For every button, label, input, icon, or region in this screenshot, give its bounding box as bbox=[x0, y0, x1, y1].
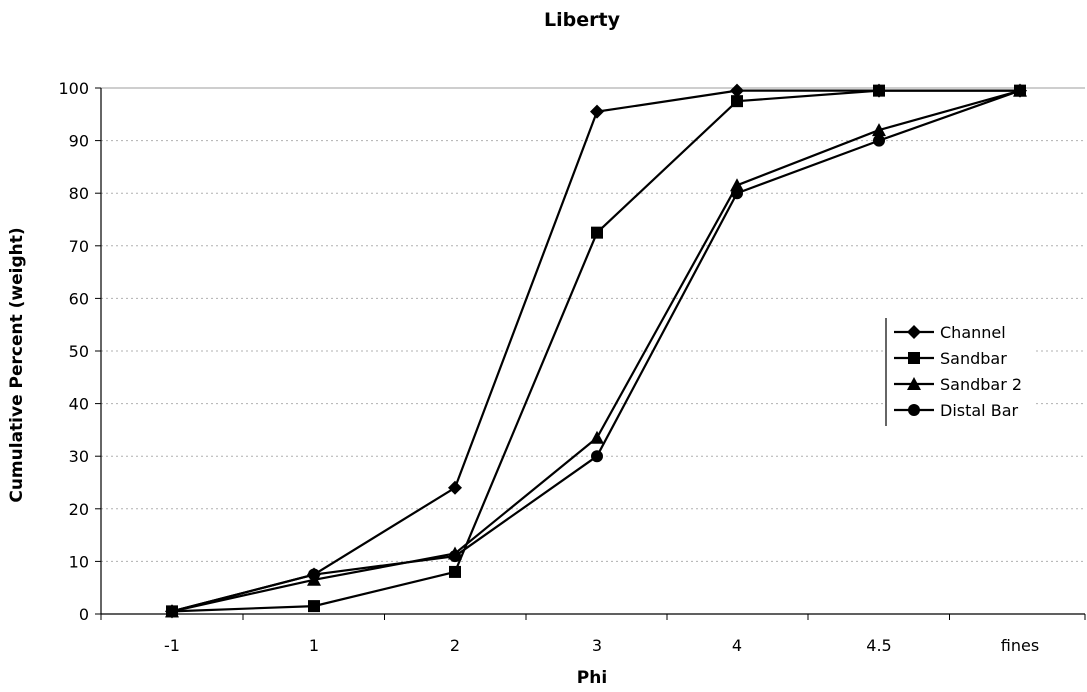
data-point-sandbar bbox=[449, 565, 461, 578]
y-tick-label: 30 bbox=[69, 447, 89, 466]
legend-label: Distal Bar bbox=[940, 401, 1018, 420]
y-axis-label: Cumulative Percent (weight) bbox=[7, 227, 27, 502]
series-distal-bar bbox=[166, 84, 1026, 618]
x-tick-label: fines bbox=[1001, 636, 1039, 655]
x-tick-labels: -1 1 2 3 4 4.5 fines bbox=[164, 636, 1039, 655]
data-point-sandbar bbox=[308, 600, 320, 613]
y-tick-label: 20 bbox=[69, 500, 89, 519]
data-point-distal-bar bbox=[1014, 84, 1026, 97]
legend-label: Channel bbox=[940, 323, 1006, 342]
x-tick-label: 3 bbox=[592, 636, 602, 655]
legend-item-sandbar-2: Sandbar 2 bbox=[894, 375, 1022, 394]
series-lines bbox=[165, 83, 1027, 619]
legend-item-channel: Channel bbox=[894, 323, 1006, 342]
chart-title: Liberty bbox=[544, 9, 621, 31]
y-tick-label: 60 bbox=[69, 289, 89, 308]
y-tick-label: 50 bbox=[69, 342, 89, 361]
y-tick-labels: 0 10 20 30 40 50 60 70 80 90 100 bbox=[58, 79, 89, 624]
x-tick-label: -1 bbox=[164, 636, 180, 655]
y-tick-label: 80 bbox=[69, 184, 89, 203]
data-point-channel bbox=[730, 83, 744, 98]
legend: Channel Sandbar Sandbar 2 Distal Bar bbox=[885, 316, 1036, 428]
data-point-sandbar bbox=[873, 84, 885, 97]
x-tick-label: 1 bbox=[309, 636, 319, 655]
data-point-sandbar bbox=[731, 95, 743, 108]
data-point-distal-bar bbox=[591, 450, 603, 463]
legend-marker-sandbar bbox=[908, 352, 920, 364]
legend-marker-distal-bar bbox=[908, 404, 920, 416]
x-tick-label: 2 bbox=[450, 636, 460, 655]
series-sandbar bbox=[166, 84, 1026, 618]
y-tick-label: 70 bbox=[69, 237, 89, 256]
data-point-distal-bar bbox=[873, 134, 885, 147]
data-point-sandbar-2 bbox=[730, 178, 744, 192]
y-tick-label: 10 bbox=[69, 552, 89, 571]
data-point-channel bbox=[590, 104, 604, 119]
y-tick-label: 90 bbox=[69, 132, 89, 151]
legend-label: Sandbar 2 bbox=[940, 375, 1022, 394]
legend-item-distal-bar: Distal Bar bbox=[894, 401, 1018, 420]
y-tick-label: 100 bbox=[58, 79, 89, 98]
legend-marker-channel bbox=[907, 325, 921, 339]
data-point-sandbar-2 bbox=[872, 123, 886, 137]
data-point-distal-bar bbox=[308, 568, 320, 581]
x-tick-label: 4 bbox=[732, 636, 742, 655]
y-tick-label: 40 bbox=[69, 395, 89, 414]
data-point-distal-bar bbox=[166, 605, 178, 618]
y-tick-label: 0 bbox=[79, 605, 89, 624]
x-axis-label: Phi bbox=[577, 668, 607, 688]
data-point-sandbar-2 bbox=[590, 430, 604, 444]
data-point-distal-bar bbox=[449, 550, 461, 563]
axes bbox=[95, 87, 1086, 620]
legend-marker-sandbar-2 bbox=[907, 377, 921, 390]
data-point-sandbar bbox=[591, 226, 603, 239]
data-point-distal-bar bbox=[731, 187, 743, 200]
data-point-channel bbox=[448, 480, 462, 495]
x-tick-label: 4.5 bbox=[866, 636, 891, 655]
legend-label: Sandbar bbox=[940, 349, 1007, 368]
legend-item-sandbar: Sandbar bbox=[894, 349, 1007, 368]
